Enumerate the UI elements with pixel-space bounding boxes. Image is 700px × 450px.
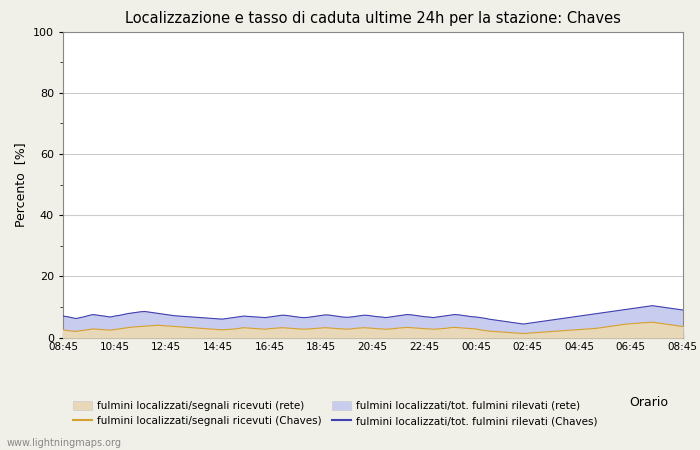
Text: Orario: Orario	[629, 396, 668, 410]
Y-axis label: Percento  [%]: Percento [%]	[15, 142, 27, 227]
Text: www.lightningmaps.org: www.lightningmaps.org	[7, 438, 122, 448]
Title: Localizzazione e tasso di caduta ultime 24h per la stazione: Chaves: Localizzazione e tasso di caduta ultime …	[125, 11, 621, 26]
Legend: fulmini localizzati/segnali ricevuti (rete), fulmini localizzati/segnali ricevut: fulmini localizzati/segnali ricevuti (re…	[69, 396, 602, 430]
